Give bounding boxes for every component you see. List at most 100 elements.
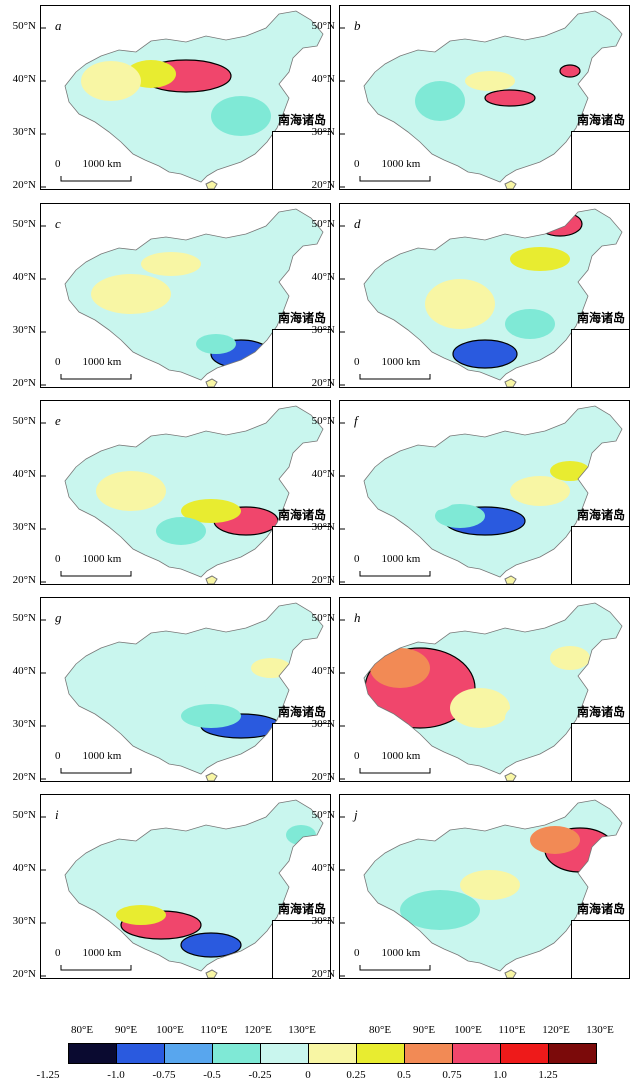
china-border	[363, 602, 623, 775]
inset-title: 南海诸岛	[576, 705, 625, 719]
china-landmass	[364, 603, 622, 774]
south-china-sea-inset	[272, 131, 330, 189]
anomaly-patch	[400, 471, 460, 511]
panel-label: h	[354, 610, 361, 625]
anomaly-patch	[166, 299, 216, 329]
south-china-sea-inset	[272, 920, 330, 978]
scale-length: 1000 km	[381, 158, 421, 170]
colorbar-tick: -0.75	[152, 1069, 176, 1081]
anomaly-patch	[495, 910, 545, 940]
scale-bar-label: 0 1000 km	[354, 553, 420, 565]
hainan-island	[504, 180, 517, 189]
anomaly-patches	[400, 461, 590, 536]
anomaly-patch	[415, 81, 465, 121]
colorbar-swatch	[260, 1043, 309, 1064]
colorbar-swatch	[548, 1043, 597, 1064]
anomaly-patches	[116, 825, 316, 958]
lat-label: 50°N	[12, 415, 36, 427]
scale-length: 1000 km	[82, 356, 122, 368]
anomaly-patch	[370, 648, 430, 688]
panel-label: f	[354, 413, 358, 428]
anomaly-patch	[211, 96, 271, 136]
scale-bar-label: 0 1000 km	[55, 158, 121, 170]
map-panel-g: g 南海诸岛 0 1000 km	[40, 597, 331, 782]
hainan-island	[504, 969, 517, 978]
china-anomaly-map	[41, 405, 324, 584]
colorbar-swatch	[116, 1043, 165, 1064]
china-landmass	[364, 406, 622, 577]
lat-label: 50°N	[311, 20, 335, 32]
colorbar-tick: -0.25	[248, 1069, 272, 1081]
lon-label: 90°E	[412, 1024, 436, 1036]
lat-label: 30°N	[12, 324, 36, 336]
anomaly-patch	[484, 89, 536, 107]
china-border	[64, 10, 324, 183]
map-panel-a: a 南海诸岛 0 1000 km	[40, 5, 331, 190]
hainan-island	[205, 378, 218, 387]
scale-zero: 0	[354, 356, 360, 368]
scale-bar	[359, 571, 431, 577]
anomaly-patch	[251, 658, 291, 678]
hainan-island	[504, 378, 517, 387]
scale-length: 1000 km	[82, 158, 122, 170]
lat-label: 30°N	[311, 126, 335, 138]
china-anomaly-map	[340, 799, 623, 978]
south-china-sea-inset	[571, 920, 629, 978]
lon-label: 110°E	[200, 1024, 228, 1036]
scale-bar	[359, 176, 431, 182]
inset-title: 南海诸岛	[277, 902, 326, 916]
map-panel-h: h 南海诸岛 0 1000 km	[339, 597, 630, 782]
china-anomaly-map	[340, 208, 623, 387]
lat-label: 30°N	[12, 521, 36, 533]
china-anomaly-map	[41, 799, 324, 978]
scale-bar-label: 0 1000 km	[354, 750, 420, 762]
scale-zero: 0	[354, 750, 360, 762]
lat-label: 50°N	[12, 20, 36, 32]
lat-label: 20°N	[311, 574, 335, 586]
china-border	[363, 799, 623, 972]
lat-label: 50°N	[311, 218, 335, 230]
anomaly-patch	[510, 247, 570, 271]
lat-label: 40°N	[311, 271, 335, 283]
anomaly-patch	[116, 905, 166, 925]
lat-label: 20°N	[311, 771, 335, 783]
lat-label: 20°N	[311, 377, 335, 389]
anomaly-patches	[101, 658, 291, 739]
lat-label: 30°N	[311, 521, 335, 533]
scale-bar	[359, 965, 431, 971]
anomaly-patch	[196, 334, 236, 354]
scale-bar-label: 0 1000 km	[354, 356, 420, 368]
lon-label: 90°E	[114, 1024, 138, 1036]
colorbar-tick: 1.25	[538, 1069, 558, 1081]
south-china-sea-inset	[571, 131, 629, 189]
south-china-sea-inset	[272, 526, 330, 584]
scale-bar-label: 0 1000 km	[55, 553, 121, 565]
scale-bar	[60, 571, 132, 577]
scale-zero: 0	[55, 553, 61, 565]
china-border	[64, 405, 324, 578]
inset-title: 南海诸岛	[277, 705, 326, 719]
scale-bar	[359, 374, 431, 380]
scale-bar-label: 0 1000 km	[354, 158, 420, 170]
china-anomaly-map	[41, 208, 324, 387]
scale-bar	[359, 768, 431, 774]
colorbar-swatch	[452, 1043, 501, 1064]
map-panel-c: c 南海诸岛 0 1000 km	[40, 203, 331, 388]
scale-bar-label: 0 1000 km	[55, 750, 121, 762]
panel-label: e	[55, 413, 61, 428]
south-china-sea-inset	[272, 329, 330, 387]
lon-label: 130°E	[586, 1024, 614, 1036]
colorbar-tick: 1.0	[493, 1069, 507, 1081]
panel-label: d	[354, 216, 361, 231]
anomaly-patch	[96, 471, 166, 511]
lat-label: 30°N	[311, 718, 335, 730]
scale-bar	[60, 768, 132, 774]
anomaly-patch	[181, 499, 241, 523]
anomaly-patch	[180, 932, 242, 958]
china-anomaly-map	[41, 602, 324, 781]
scale-bar	[60, 965, 132, 971]
colorbar-tick: 0.25	[346, 1069, 366, 1081]
scale-zero: 0	[55, 158, 61, 170]
scale-bar-label: 0 1000 km	[55, 947, 121, 959]
china-border	[363, 10, 623, 183]
